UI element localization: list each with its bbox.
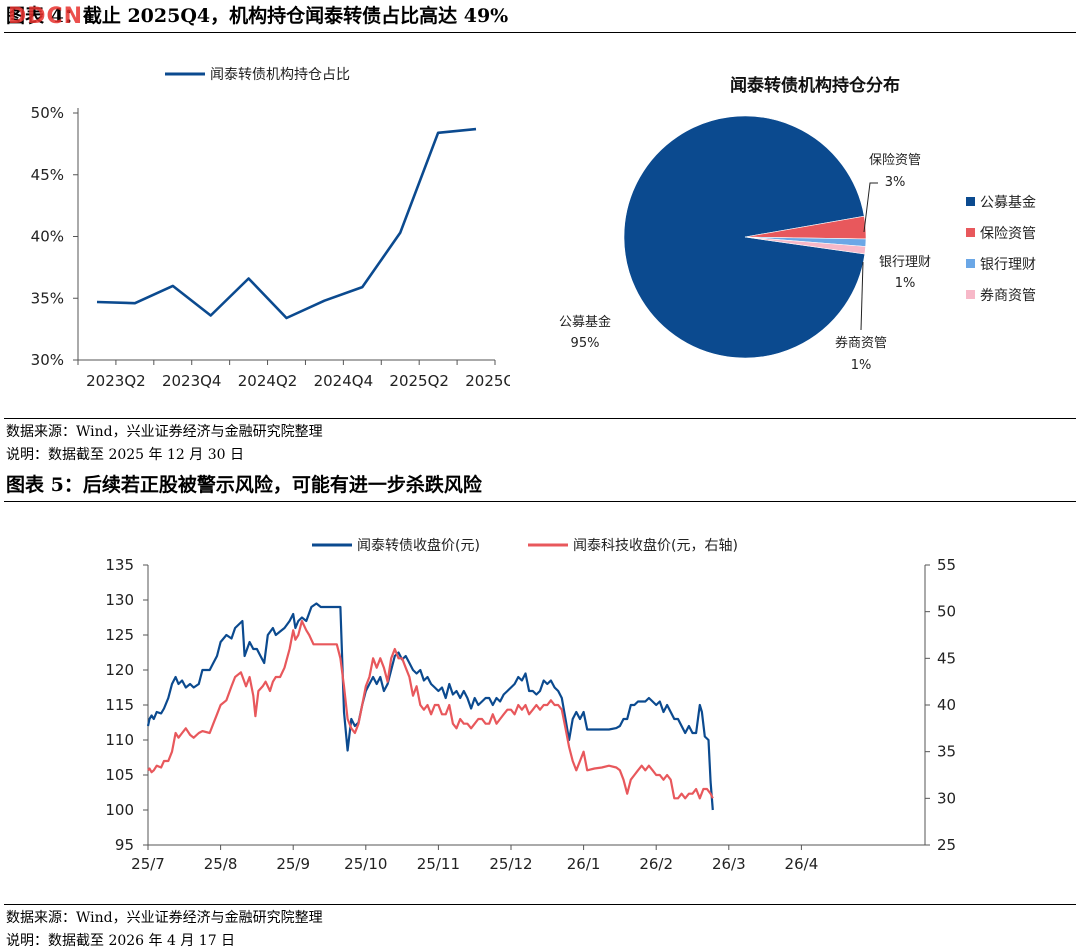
figure-5-source: 数据来源：Wind，兴业证券经济与金融研究院整理 — [6, 910, 323, 926]
pie-label-value: 95% — [571, 336, 600, 351]
legend-swatch — [966, 290, 975, 299]
legend-label: 公募基金 — [980, 194, 1036, 211]
x-tick-label: 25/8 — [204, 855, 238, 873]
x-tick-label: 26/2 — [639, 855, 673, 873]
figure-5-title: 图表 5：后续若正股被警示风险，可能有进一步杀跌风险 — [6, 474, 482, 496]
y-tick-label: 35% — [31, 289, 64, 307]
x-tick-label: 26/3 — [712, 855, 746, 873]
legend-swatch — [966, 197, 975, 206]
figure-5-note: 说明：数据截至 2026 年 4 月 17 日 — [6, 933, 236, 949]
watermark: DDCN — [8, 4, 84, 29]
pie-leader-line — [860, 261, 864, 331]
left-y-tick-label: 105 — [105, 766, 134, 784]
series-line-holding-ratio — [96, 127, 477, 320]
figure-4-title: 图表 4：截止 2025Q4，机构持仓闻泰转债占比高达 49% — [6, 5, 509, 27]
pie-leader-line — [863, 182, 878, 233]
figure-4-source: 数据来源：Wind，兴业证券经济与金融研究院整理 — [6, 424, 323, 440]
figure-5-bottom-rule — [4, 904, 1076, 905]
figure-5-dual-axis-chart: 闻泰转债收盘价(元) 闻泰科技收盘价(元，右轴) 95 100 105 110 115 1… — [105, 537, 956, 873]
figure-5-top-rule — [4, 501, 1076, 502]
left-y-tick-label: 125 — [105, 626, 134, 644]
x-tick-label: 2024Q2 — [238, 372, 298, 390]
x-tick-label: 25/10 — [344, 855, 387, 873]
legend-label: 闻泰转债收盘价(元) — [357, 537, 480, 554]
right-y-tick-label: 30 — [937, 789, 956, 807]
right-y-tick-label: 40 — [937, 696, 956, 714]
pie-label-name: 保险资管 — [869, 153, 921, 168]
figure-4-top-rule — [4, 32, 1076, 33]
left-y-tick-label: 135 — [105, 556, 134, 574]
right-y-tick-label: 45 — [937, 649, 956, 667]
pie-slice-3 — [744, 236, 866, 255]
legend-label: 闻泰转债机构持仓占比 — [210, 67, 350, 83]
figure-4-line-chart: 闻泰转债机构持仓占比 30% 35% 40% 45% 50% 2023Q2 2023Q4 20… — [31, 67, 510, 390]
pie-label-name: 券商资管 — [835, 335, 887, 351]
legend-swatch — [966, 259, 975, 268]
pie-label-value: 1% — [895, 276, 916, 291]
x-tick-label: 26/4 — [785, 855, 819, 873]
line-chart-legend: 闻泰转债机构持仓占比 — [165, 67, 350, 83]
right-y-tick-label: 50 — [937, 603, 956, 621]
figure-4-bottom-rule — [4, 418, 1076, 419]
right-y-tick-label: 35 — [937, 743, 956, 761]
series-line-bond-price — [146, 602, 714, 811]
y-tick-label: 45% — [31, 166, 64, 184]
y-tick-label: 40% — [31, 228, 64, 246]
pie-chart-title: 闻泰转债机构持仓分布 — [730, 75, 900, 96]
x-tick-label: 26/1 — [567, 855, 601, 873]
x-tick-label: 25/11 — [417, 855, 460, 873]
legend-label: 保险资管 — [980, 226, 1036, 242]
x-tick-label: 2025Q2 — [389, 372, 449, 390]
left-y-tick-label: 100 — [105, 801, 134, 819]
x-tick-label: 2024Q4 — [314, 372, 374, 390]
legend-label: 银行理财 — [980, 257, 1036, 273]
left-y-tick-label: 110 — [105, 731, 134, 749]
x-tick-label: 25/7 — [131, 855, 165, 873]
pie-label-value: 3% — [885, 175, 906, 190]
legend-label: 券商资管 — [980, 288, 1036, 304]
series-line-stock-price — [147, 619, 714, 800]
right-y-tick-label: 55 — [937, 556, 956, 574]
pie-label-name: 银行理财 — [879, 255, 931, 270]
pie-label-value: 1% — [851, 358, 872, 373]
left-y-tick-label: 130 — [105, 591, 134, 609]
x-tick-label: 2025Q4 — [465, 372, 510, 390]
dual-axis-legend: 闻泰转债收盘价(元) 闻泰科技收盘价(元，右轴) — [312, 537, 738, 554]
x-tick-label: 25/9 — [276, 855, 310, 873]
x-tick-label: 25/12 — [489, 855, 532, 873]
figure-4-pie-chart: 闻泰转债机构持仓分布 公募基金 95% 保险资管 3% 银行理财 1% 券商资管 1% 公募基… — [559, 75, 1036, 373]
x-tick-label: 2023Q4 — [162, 372, 222, 390]
x-tick-label: 2023Q2 — [86, 372, 146, 390]
pie-label-name: 公募基金 — [559, 314, 611, 330]
y-tick-label: 30% — [31, 351, 64, 369]
legend-swatch — [966, 228, 975, 237]
left-y-tick-label: 115 — [105, 696, 134, 714]
left-y-tick-label: 120 — [105, 661, 134, 679]
figure-4-note: 说明：数据截至 2025 年 12 月 30 日 — [6, 447, 244, 463]
left-y-tick-label: 95 — [115, 836, 134, 854]
y-tick-label: 50% — [31, 104, 64, 122]
pie-slice-0 — [623, 115, 866, 359]
legend-label: 闻泰科技收盘价(元，右轴) — [573, 537, 738, 554]
right-y-tick-label: 25 — [937, 836, 956, 854]
